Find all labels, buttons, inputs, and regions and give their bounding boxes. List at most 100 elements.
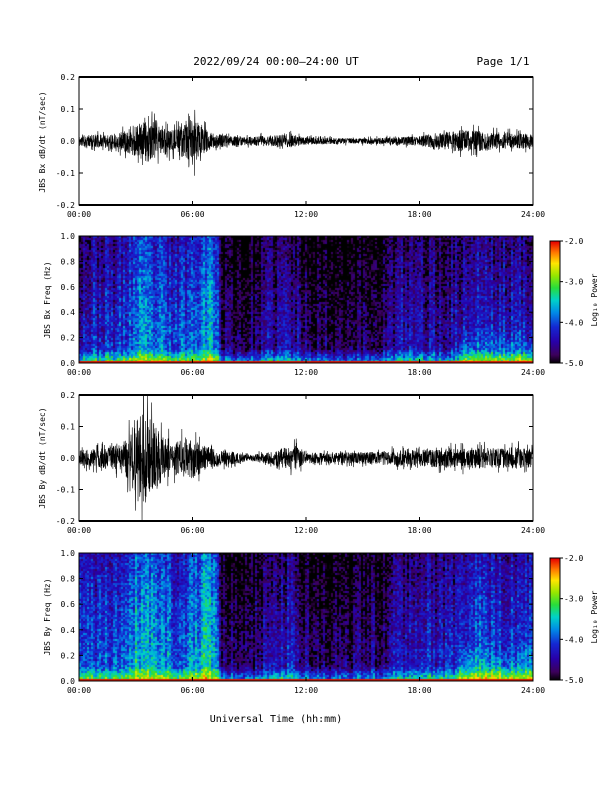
by-spectrogram-colorbar-slice bbox=[550, 643, 560, 645]
by-spectrogram-colorbar-slice bbox=[550, 613, 560, 615]
bx-spectrogram-colorbar-slice bbox=[550, 267, 560, 269]
by-spectrogram-ytick-label: 0.8 bbox=[61, 575, 76, 584]
bx-spectrogram-colorbar-slice bbox=[550, 322, 560, 324]
bx-spectrogram-colorbar-slice bbox=[550, 347, 560, 349]
bx-spectrogram-colorbar-slice bbox=[550, 332, 560, 334]
by-spectrogram-colorbar-slice bbox=[550, 628, 560, 630]
by-spectrogram-colorbar-slice bbox=[550, 678, 560, 680]
bx-spectrogram-colorbar-slice bbox=[550, 283, 560, 285]
by-spectrogram-colorbar-tick-label: -3.0 bbox=[564, 595, 583, 604]
bx-spectrogram-colorbar-slice bbox=[550, 328, 560, 330]
bx-spectrogram-colorbar-slice bbox=[550, 329, 560, 331]
by-spectrogram-colorbar-slice bbox=[550, 649, 560, 651]
bx-spectrogram-colorbar-slice bbox=[550, 326, 560, 328]
by-dbdt-ytick-label: 0.0 bbox=[61, 454, 76, 463]
bx-spectrogram-colorbar-slice bbox=[550, 338, 560, 340]
by-colorbar-label: Log₁₀ Power bbox=[590, 590, 599, 643]
by-spectrogram-colorbar-slice bbox=[550, 618, 560, 620]
bx-spectrogram-colorbar-slice bbox=[550, 241, 560, 243]
bx-spectrogram-colorbar-slice bbox=[550, 257, 560, 259]
by-spectrogram-colorbar-slice bbox=[550, 598, 560, 600]
bx-spectrogram-colorbar-slice bbox=[550, 265, 560, 267]
bx-spectrogram-colorbar-slice bbox=[550, 245, 560, 247]
by-dbdt-xtick-label: 18:00 bbox=[407, 526, 431, 535]
by-spectrogram-colorbar-slice bbox=[550, 629, 560, 631]
bx-spectrogram-colorbar-slice bbox=[550, 280, 560, 282]
bx-spectrogram-colorbar-slice bbox=[550, 249, 560, 251]
bx-dbdt-xtick-label: 06:00 bbox=[180, 210, 204, 219]
by-spectrogram-colorbar-slice bbox=[550, 631, 560, 633]
bx-spectrogram-colorbar-slice bbox=[550, 278, 560, 280]
by-spectrogram-colorbar-slice bbox=[550, 561, 560, 563]
by-spectrogram-ytick-label: 0.4 bbox=[61, 626, 76, 635]
by-dbdt-xtick-label: 06:00 bbox=[180, 526, 204, 535]
bx-spectrogram-colorbar-slice bbox=[550, 304, 560, 306]
bx-spectrogram-colorbar-slice bbox=[550, 324, 560, 326]
by-spectrogram-colorbar-slice bbox=[550, 602, 560, 604]
by-spectrogram-colorbar-slice bbox=[550, 630, 560, 632]
bx-spectrogram-ytick-label: 0.0 bbox=[61, 359, 76, 368]
bx-spectrogram-colorbar-slice bbox=[550, 354, 560, 356]
by-spectrogram-colorbar-slice bbox=[550, 594, 560, 596]
by-spectrogram-colorbar-slice bbox=[550, 586, 560, 588]
by-spectrogram-colorbar-slice bbox=[550, 566, 560, 568]
bx-dbdt-xtick-label: 24:00 bbox=[521, 210, 545, 219]
bx-spectrogram-colorbar-slice bbox=[550, 247, 560, 249]
by-freq-ylabel: JBS By Freq (Hz) bbox=[43, 578, 52, 655]
bx-spectrogram-colorbar-slice bbox=[550, 361, 560, 363]
by-spectrogram-colorbar-slice bbox=[550, 669, 560, 671]
by-spectrogram-colorbar-slice bbox=[550, 574, 560, 576]
by-dbdt-ytick-label: -0.2 bbox=[56, 517, 75, 526]
bx-spectrogram-colorbar-slice bbox=[550, 261, 560, 263]
by-spectrogram-colorbar-slice bbox=[550, 641, 560, 643]
bx-spectrogram-colorbar-slice bbox=[550, 276, 560, 278]
bx-spectrogram-colorbar-slice bbox=[550, 254, 560, 256]
by-spectrogram-colorbar-slice bbox=[550, 562, 560, 564]
bx-spectrogram-ytick-label: 0.4 bbox=[61, 308, 76, 317]
by-spectrogram-colorbar-slice bbox=[550, 647, 560, 649]
by-spectrogram-colorbar-slice bbox=[550, 569, 560, 571]
bx-spectrogram-colorbar-slice bbox=[550, 350, 560, 352]
bx-spectrogram-colorbar-slice bbox=[550, 334, 560, 336]
bx-dbdt-ytick-label: 0.1 bbox=[61, 105, 76, 114]
bx-spectrogram-colorbar-slice bbox=[550, 248, 560, 250]
bx-spectrogram-colorbar-slice bbox=[550, 275, 560, 277]
bx-spectrogram-colorbar-slice bbox=[550, 330, 560, 332]
by-spectrogram-colorbar-slice bbox=[550, 635, 560, 637]
bx-spectrogram-colorbar-slice bbox=[550, 346, 560, 348]
by-spectrogram-colorbar-slice bbox=[550, 665, 560, 667]
by-spectrogram-xtick-label: 18:00 bbox=[407, 686, 431, 695]
bx-spectrogram-xtick-label: 24:00 bbox=[521, 368, 545, 377]
bx-spectrogram-colorbar-slice bbox=[550, 321, 560, 323]
bx-dbdt-ytick-label: -0.2 bbox=[56, 201, 75, 210]
by-spectrogram-colorbar-slice bbox=[550, 626, 560, 628]
bx-spectrogram-colorbar-slice bbox=[550, 285, 560, 287]
bx-spectrogram-colorbar-slice bbox=[550, 284, 560, 286]
by-spectrogram-colorbar-slice bbox=[550, 575, 560, 577]
bx-spectrogram-colorbar-slice bbox=[550, 318, 560, 320]
bx-spectrogram-colorbar-slice bbox=[550, 258, 560, 260]
by-dbdt-trace bbox=[78, 394, 534, 522]
bx-spectrogram-colorbar-slice bbox=[550, 336, 560, 338]
bx-dbdt-trace bbox=[78, 109, 534, 176]
bx-spectrogram-colorbar-slice bbox=[550, 242, 560, 244]
by-spectrogram-colorbar-slice bbox=[550, 611, 560, 613]
by-spectrogram-colorbar-slice bbox=[550, 657, 560, 659]
by-spectrogram-colorbar-slice bbox=[550, 659, 560, 661]
by-spectrogram-colorbar-slice bbox=[550, 579, 560, 581]
bx-spectrogram-colorbar-slice bbox=[550, 298, 560, 300]
by-spectrogram-colorbar-slice bbox=[550, 648, 560, 650]
by-spectrogram-colorbar-slice bbox=[550, 670, 560, 672]
bx-freq-ylabel: JBS Bx Freq (Hz) bbox=[43, 261, 52, 338]
by-spectrogram-colorbar-slice bbox=[550, 590, 560, 592]
by-spectrogram-colorbar-slice bbox=[550, 617, 560, 619]
by-spectrogram-image bbox=[79, 553, 533, 681]
by-dbdt-panel: JBS By dB/dt (nT/sec) 0.20.10.0-0.1-0.20… bbox=[38, 391, 545, 535]
by-spectrogram-colorbar-slice bbox=[550, 595, 560, 597]
by-spectrogram-colorbar-slice bbox=[550, 604, 560, 606]
by-spectrogram-colorbar-slice bbox=[550, 652, 560, 654]
bx-spectrogram-colorbar-slice bbox=[550, 286, 560, 288]
bx-spectrogram-colorbar-slice bbox=[550, 271, 560, 273]
by-spectrogram-colorbar-slice bbox=[550, 624, 560, 626]
bx-spectrogram-colorbar-slice bbox=[550, 323, 560, 325]
